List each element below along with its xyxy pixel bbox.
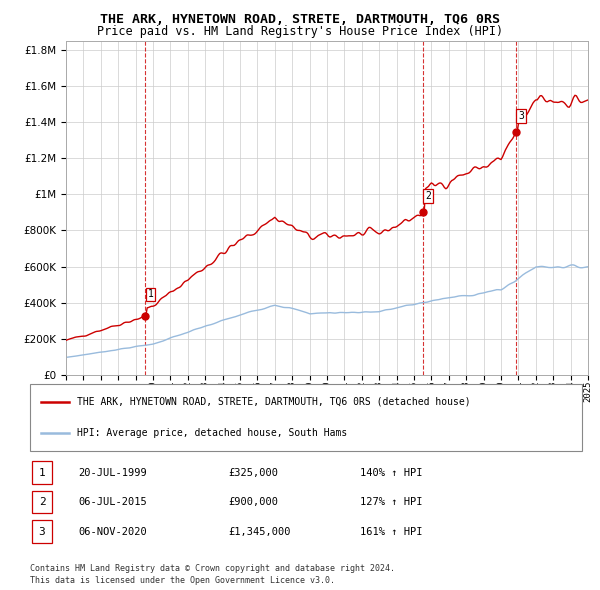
FancyBboxPatch shape <box>32 461 52 484</box>
Text: THE ARK, HYNETOWN ROAD, STRETE, DARTMOUTH, TQ6 0RS (detached house): THE ARK, HYNETOWN ROAD, STRETE, DARTMOUT… <box>77 397 470 407</box>
Text: 2: 2 <box>38 497 46 507</box>
Text: £325,000: £325,000 <box>228 468 278 477</box>
Text: 3: 3 <box>518 111 524 121</box>
Text: 161% ↑ HPI: 161% ↑ HPI <box>360 527 422 536</box>
FancyBboxPatch shape <box>32 520 52 543</box>
Text: This data is licensed under the Open Government Licence v3.0.: This data is licensed under the Open Gov… <box>30 576 335 585</box>
Text: 3: 3 <box>38 527 46 536</box>
Text: 127% ↑ HPI: 127% ↑ HPI <box>360 497 422 507</box>
Text: 1: 1 <box>148 290 154 300</box>
FancyBboxPatch shape <box>32 491 52 513</box>
Text: £1,345,000: £1,345,000 <box>228 527 290 536</box>
Text: Contains HM Land Registry data © Crown copyright and database right 2024.: Contains HM Land Registry data © Crown c… <box>30 564 395 573</box>
Text: 140% ↑ HPI: 140% ↑ HPI <box>360 468 422 477</box>
Text: 06-JUL-2015: 06-JUL-2015 <box>78 497 147 507</box>
Text: 1: 1 <box>38 468 46 477</box>
Text: THE ARK, HYNETOWN ROAD, STRETE, DARTMOUTH, TQ6 0RS: THE ARK, HYNETOWN ROAD, STRETE, DARTMOUT… <box>100 13 500 26</box>
Text: 20-JUL-1999: 20-JUL-1999 <box>78 468 147 477</box>
Text: 2: 2 <box>425 191 431 201</box>
Text: 06-NOV-2020: 06-NOV-2020 <box>78 527 147 536</box>
Text: £900,000: £900,000 <box>228 497 278 507</box>
Text: Price paid vs. HM Land Registry's House Price Index (HPI): Price paid vs. HM Land Registry's House … <box>97 25 503 38</box>
FancyBboxPatch shape <box>30 384 582 451</box>
Text: HPI: Average price, detached house, South Hams: HPI: Average price, detached house, Sout… <box>77 428 347 438</box>
